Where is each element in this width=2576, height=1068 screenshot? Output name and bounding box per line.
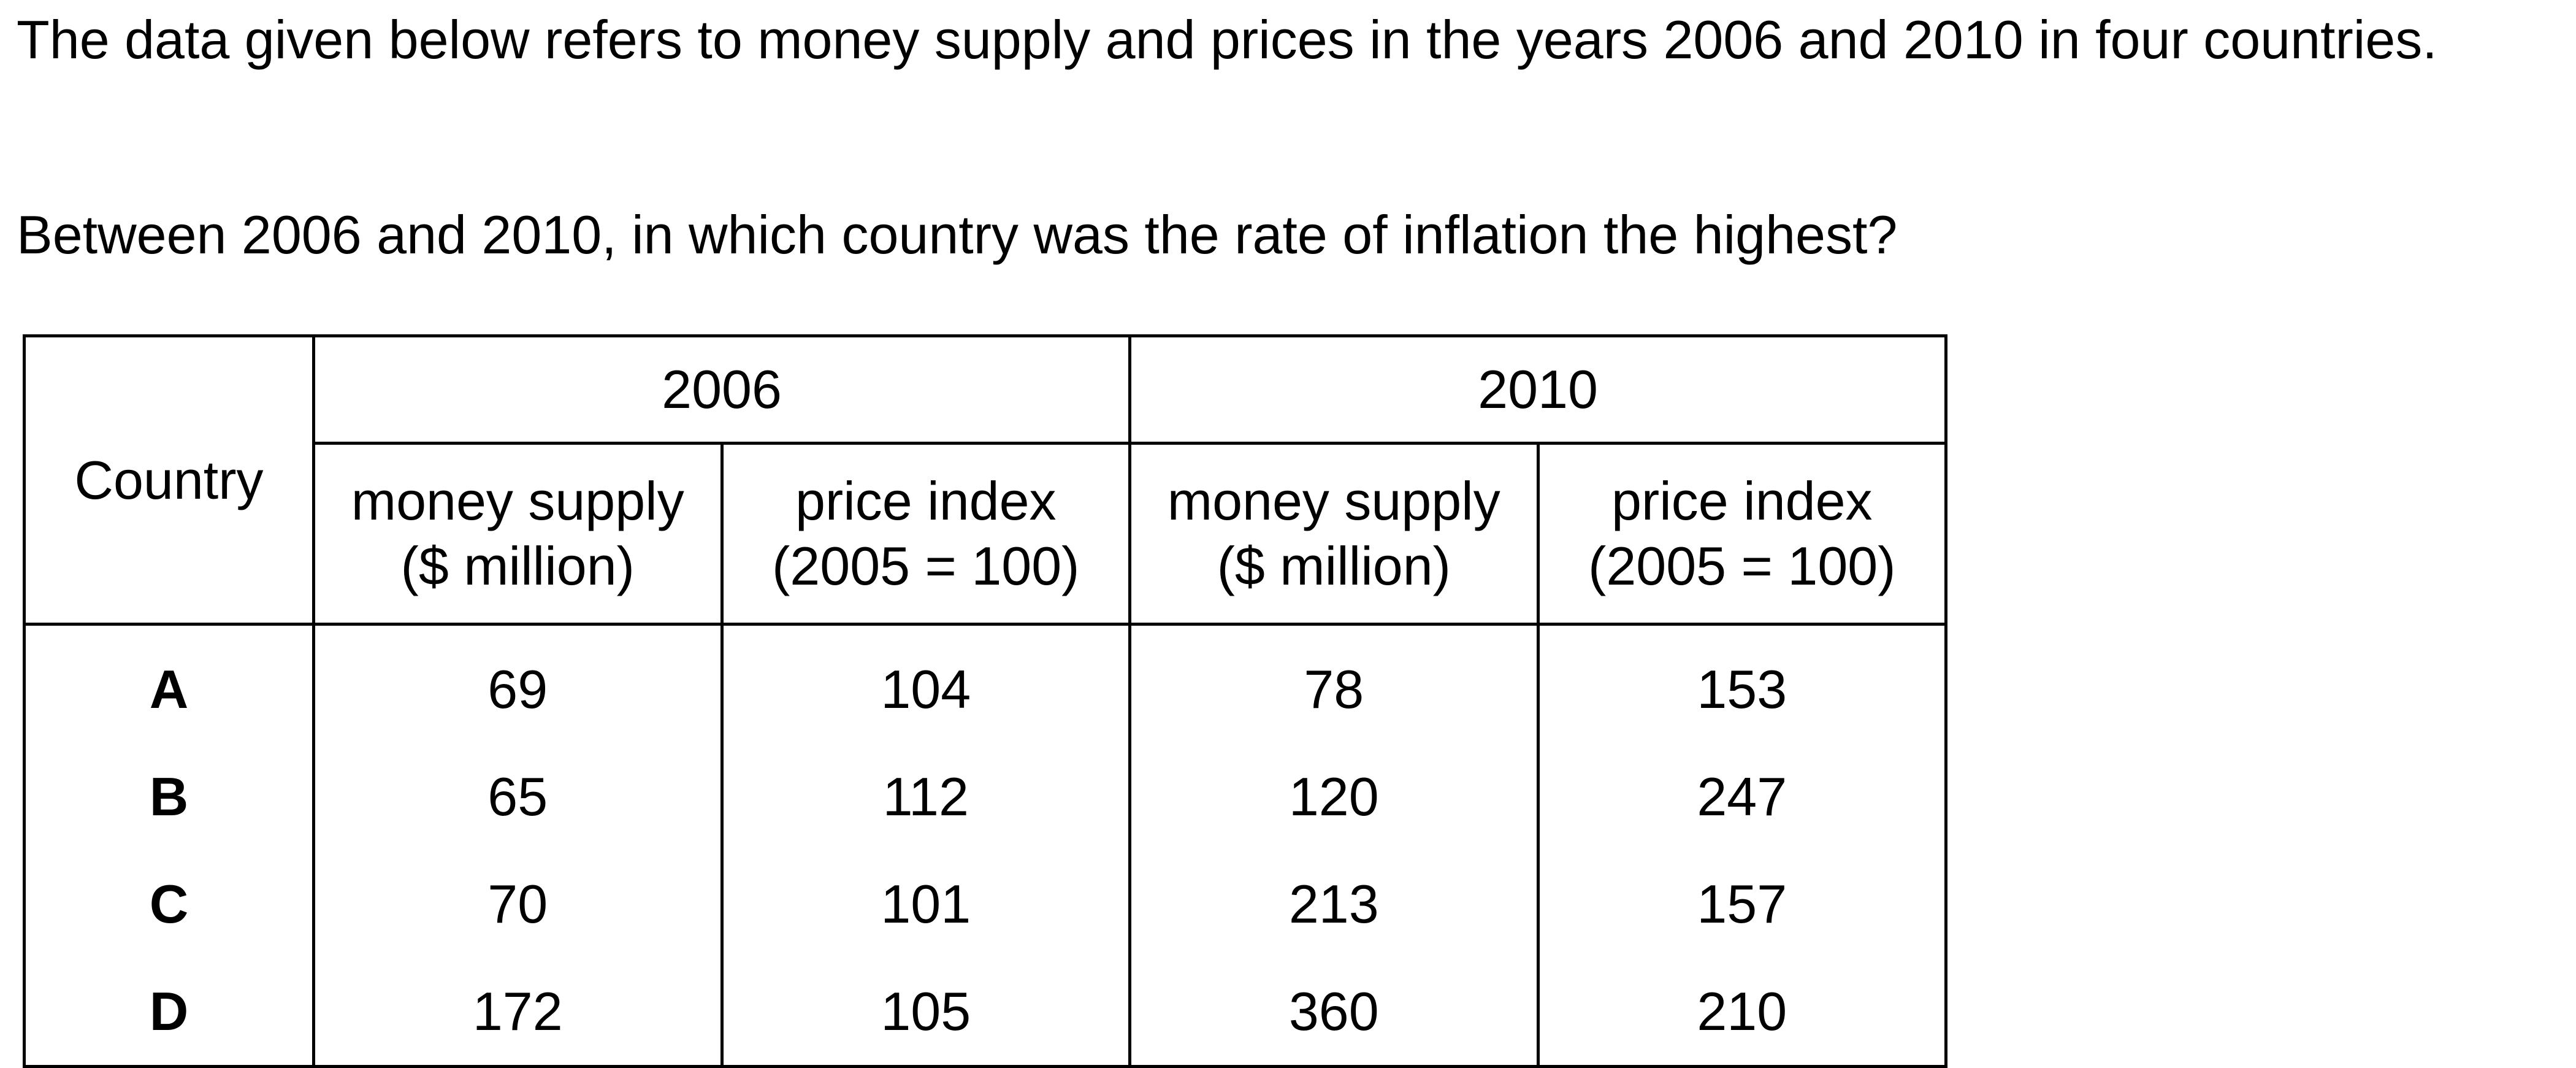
value-cell: 157 xyxy=(1536,850,1946,958)
value-cell: 112 xyxy=(720,743,1130,850)
value-cell: 101 xyxy=(720,850,1130,958)
country-cell: B xyxy=(149,766,189,827)
year-header-2006: 2006 xyxy=(311,336,1130,445)
year-header-row: Country 2006 2010 xyxy=(24,336,1946,626)
value-cell: 172 xyxy=(312,958,722,1067)
table-row: D 172 105 360 210 xyxy=(25,958,1946,1067)
value-cell: 104 xyxy=(720,624,1130,743)
value-cell: 210 xyxy=(1536,958,1946,1067)
sub-header-row: money supply ($ million) price index (2005… xyxy=(25,443,1946,626)
sub-header-price-index-2010: price index (2005 = 100) xyxy=(1536,443,1946,626)
value-cell: 70 xyxy=(312,850,722,958)
table-row: C 70 101 213 157 xyxy=(25,850,1946,958)
value-cell: 78 xyxy=(1128,624,1538,743)
country-cell: D xyxy=(149,980,189,1042)
value-cell: 65 xyxy=(312,743,722,850)
sub-header-money-supply-2006: money supply ($ million) xyxy=(312,443,722,626)
table-row: A 69 104 78 153 xyxy=(25,624,1946,743)
value-cell: 153 xyxy=(1536,624,1946,743)
value-cell: 69 xyxy=(312,624,722,743)
question-text: Between 2006 and 2010, in which country … xyxy=(17,204,1898,265)
year-header-2010: 2010 xyxy=(1128,336,1946,445)
value-cell: 360 xyxy=(1128,958,1538,1067)
table-row: B 65 112 120 247 xyxy=(25,743,1946,850)
country-cell: C xyxy=(149,873,189,934)
intro-text: The data given below refers to money sup… xyxy=(17,9,2437,70)
value-cell: 105 xyxy=(720,958,1130,1067)
value-cell: 213 xyxy=(1128,850,1538,958)
sub-header-price-index-2006: price index (2005 = 100) xyxy=(720,443,1130,626)
data-table: Country 2006 2010 money supply ($ million… xyxy=(23,334,1948,1068)
sub-header-money-supply-2010: money supply ($ million) xyxy=(1128,443,1538,626)
value-cell: 247 xyxy=(1536,743,1946,850)
country-header: Country xyxy=(24,336,314,626)
country-cell: A xyxy=(149,658,189,720)
value-cell: 120 xyxy=(1128,743,1538,850)
